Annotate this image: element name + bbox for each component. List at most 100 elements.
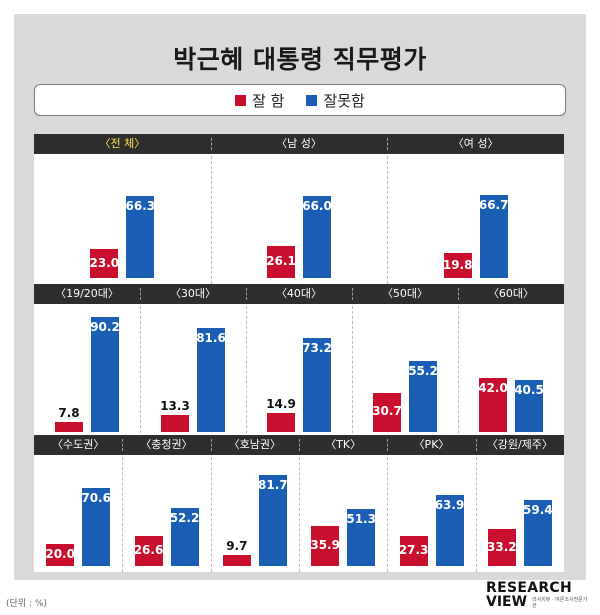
value-label-good: 14.9: [266, 396, 296, 411]
value-label-bad: 81.6: [196, 330, 226, 345]
value-label-good: 9.7: [226, 539, 248, 554]
category-label: 〈60대〉: [487, 287, 535, 300]
header-divider: [475, 439, 477, 451]
header-divider: [458, 288, 459, 300]
legend: 잘 함 잘못함: [34, 84, 566, 116]
category-label: 〈여 성〉: [452, 137, 499, 150]
panel-age: 〈19/20대〉 7.8 90.2 〈30대〉 13.3 81.6 〈40대〉 14.9 73.…: [34, 284, 564, 438]
category-label: 〈PK〉: [413, 438, 450, 451]
bar-good: [311, 526, 340, 566]
bar-bad: [523, 500, 552, 566]
research-view-logo: RESEARCH VIEW 리서치뷰 · 여론조사전문기관: [486, 580, 590, 610]
value-label-bad: 66.0: [302, 199, 332, 214]
value-label-bad: 70.6: [81, 490, 111, 505]
bar-good: [90, 249, 119, 278]
category-label: 〈30대〉: [169, 287, 217, 300]
bar-good: [222, 555, 251, 566]
value-label-bad: 59.4: [523, 503, 553, 518]
cell-divider: [299, 457, 300, 572]
value-label-bad: 40.5: [514, 383, 544, 398]
bar-bad: [303, 338, 331, 432]
cell-divider: [210, 156, 212, 284]
bar-bad: [170, 508, 199, 566]
value-label-bad: 81.7: [258, 478, 288, 493]
logo-line1: RESEARCH: [486, 580, 572, 596]
bar-bad: [258, 475, 287, 566]
bar-bad: [347, 509, 376, 566]
category-label: 〈전 체〉: [99, 137, 146, 150]
value-label-good: 19.8: [442, 257, 473, 272]
legend-label-good: 잘 함: [252, 91, 285, 110]
cell-divider: [458, 306, 459, 438]
value-label-bad: 51.3: [346, 512, 376, 527]
bar-good: [134, 536, 163, 566]
value-label-bad: 90.2: [90, 319, 120, 334]
legend-item-bad: 잘못함: [306, 90, 365, 111]
category-label: 〈수도권〉: [51, 438, 105, 451]
bar-good: [479, 378, 507, 432]
bar-good: [487, 529, 516, 566]
bar-good: [161, 414, 189, 432]
bar-good: [267, 412, 295, 432]
bar-good: [267, 245, 295, 278]
cell-divider: [210, 457, 212, 572]
cell-divider: [387, 457, 389, 572]
value-label-good: 27.3: [398, 542, 429, 557]
bar-bad: [435, 495, 464, 566]
panel-header: [34, 134, 564, 154]
category-label: 〈강원/제주〉: [486, 438, 553, 451]
value-label-good: 23.0: [89, 255, 120, 270]
value-label-good: 26.6: [133, 543, 164, 558]
bar-bad: [303, 196, 331, 278]
bar-bad: [479, 195, 508, 278]
chart-title: 박근혜 대통령 직무평가: [173, 45, 427, 74]
header-divider: [122, 439, 124, 451]
bar-bad: [409, 361, 437, 432]
panel-header: [34, 284, 564, 304]
bar-good: [443, 253, 472, 278]
cell-divider: [387, 156, 389, 284]
value-label-good: 33.2: [487, 539, 517, 554]
value-label-bad: 66.3: [125, 198, 156, 213]
category-label: 〈남 성〉: [276, 137, 322, 150]
category-label: 〈TK〉: [325, 438, 362, 451]
bar-bad: [126, 195, 155, 278]
header-divider: [210, 138, 212, 150]
value-label-bad: 55.2: [408, 364, 438, 379]
cell-divider: [122, 457, 124, 572]
panel-overall-gender: 〈전 체〉 23.0 66.3 〈남 성〉 26.1 66.0 〈여 성〉 19.8 66.7: [34, 134, 564, 284]
category-label: 〈19/20대〉: [55, 287, 119, 300]
value-label-bad: 63.9: [434, 498, 465, 513]
bar-bad: [515, 380, 543, 432]
logo-tagline: 리서치뷰 · 여론조사전문기관: [532, 597, 588, 609]
value-label-bad: 52.2: [169, 511, 200, 526]
legend-swatch-bad: [306, 94, 318, 106]
header-divider: [352, 288, 353, 300]
cell-divider: [352, 306, 353, 438]
legend-swatch-good: [235, 94, 247, 106]
bar-bad: [91, 316, 119, 432]
panel-region: 〈수도권〉 20.0 70.6 〈충청권〉 26.6 52.2 〈호남권〉 9.7 81.7 〈T…: [34, 435, 564, 572]
bar-good: [46, 543, 75, 566]
logo-line2: VIEW: [486, 594, 528, 610]
bar-bad: [82, 487, 111, 566]
category-label: 〈50대〉: [381, 287, 429, 300]
value-label-good: 30.7: [372, 404, 402, 419]
category-label: 〈충청권〉: [140, 438, 193, 451]
header-divider: [387, 138, 389, 150]
header-divider: [210, 439, 212, 451]
unit-note: (단위 : %): [6, 599, 47, 609]
header-divider: [246, 288, 247, 300]
bar-good: [55, 422, 83, 432]
value-label-good: 42.0: [478, 381, 508, 396]
cell-divider: [140, 306, 141, 438]
legend-item-good: 잘 함: [235, 90, 284, 111]
header-divider: [299, 439, 300, 451]
cell-divider: [475, 457, 477, 572]
header-divider: [387, 439, 389, 451]
value-label-bad: 66.7: [478, 198, 509, 213]
chart-frame: 박근혜 대통령 직무평가 잘 함 잘못함 〈전 체〉 23.0 66.3 〈남 성〉 2…: [14, 14, 586, 580]
value-label-good: 26.1: [266, 253, 296, 268]
bar-good: [399, 535, 428, 566]
category-label: 〈호남권〉: [228, 438, 281, 451]
